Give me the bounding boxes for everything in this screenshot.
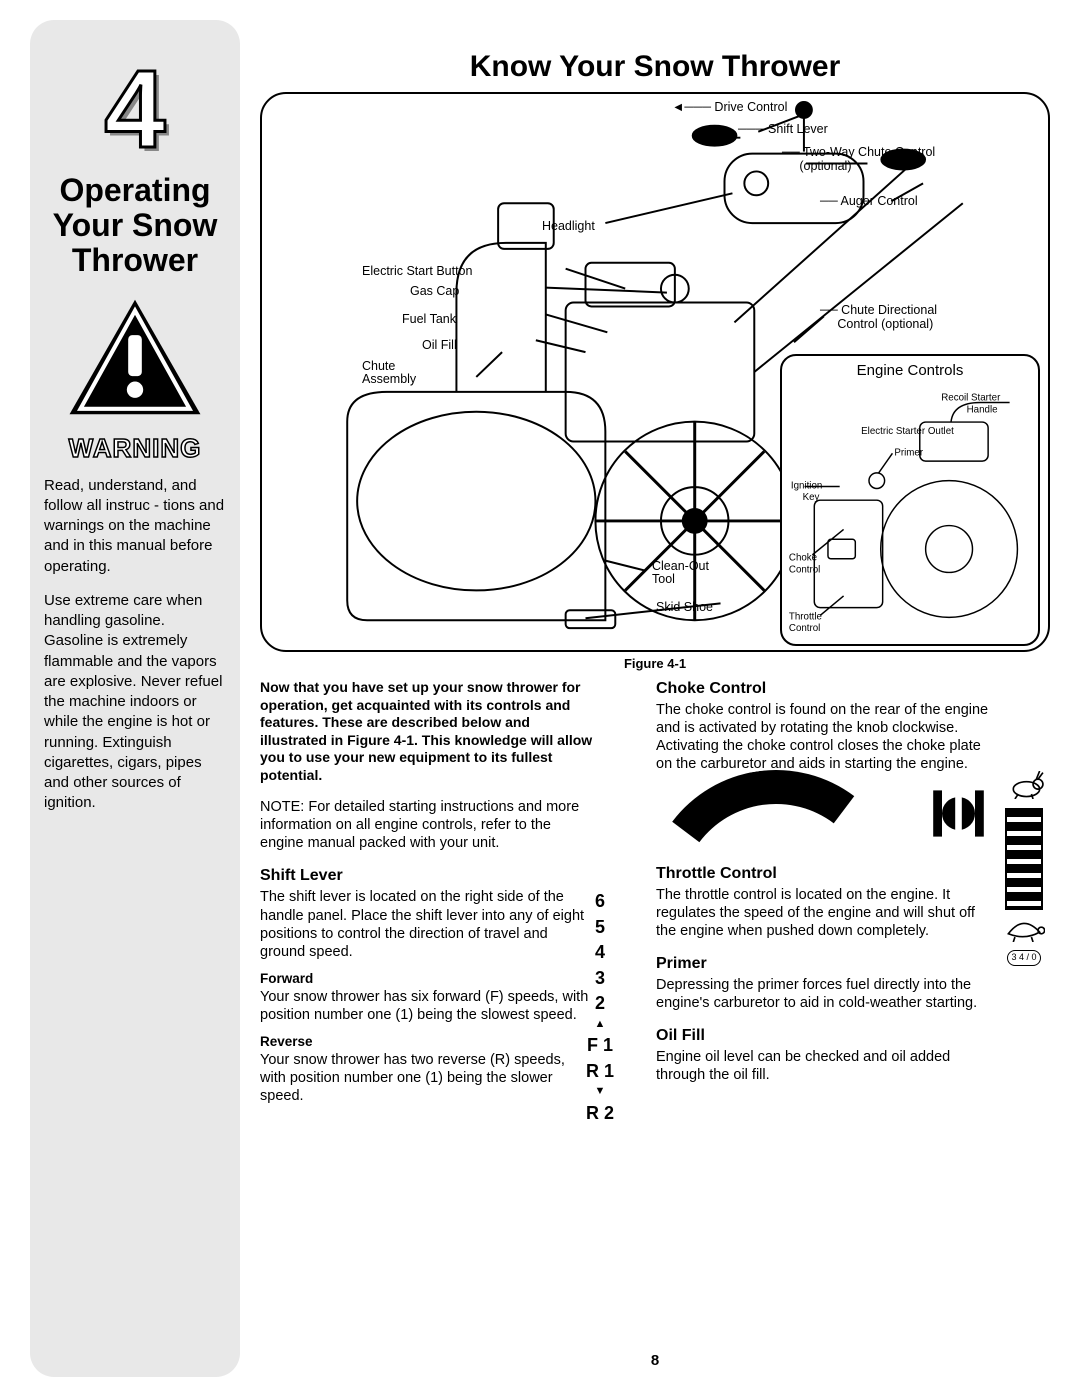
main-content: Know Your Snow Thrower	[260, 20, 1050, 1377]
label-headlight: Headlight	[542, 219, 595, 233]
forward-heading: Forward	[260, 971, 594, 988]
label-gas-cap: Gas Cap	[410, 284, 459, 298]
page-number: 8	[651, 1352, 659, 1369]
label-electric-start: Electric Start Button	[362, 264, 472, 278]
svg-text:Choke: Choke	[789, 553, 817, 564]
intro-paragraph: Now that you have set up your snow throw…	[260, 679, 594, 784]
shift-pos-r2: R 2	[580, 1102, 620, 1125]
label-shift-lever: ─── Shift Lever	[738, 122, 828, 136]
right-column: Choke Control The choke control is found…	[656, 679, 1050, 1105]
body-columns: Now that you have set up your snow throw…	[260, 679, 1050, 1105]
warning-label: WARNING	[44, 431, 226, 466]
sidebar: 4 Operating Your Snow Thrower WARNING Re…	[30, 20, 240, 1377]
label-auger-control: ── Auger Control	[820, 194, 918, 208]
label-drive-control: ◄─── Drive Control	[672, 100, 787, 114]
main-title: Know Your Snow Thrower	[260, 50, 1050, 84]
shift-pos-3: 3	[580, 967, 620, 990]
svg-text:Control: Control	[789, 623, 820, 633]
throttle-scale-bars	[1005, 808, 1043, 910]
shift-lever-heading: Shift Lever	[260, 866, 594, 886]
shift-pos-6: 6	[580, 890, 620, 913]
label-auger-control-text: Auger Control	[841, 194, 918, 208]
label-oil-fill: Oil Fill	[422, 338, 457, 352]
rabbit-icon	[1003, 771, 1045, 799]
label-chute-assembly: ChuteAssembly	[362, 360, 416, 386]
warning-triangle-icon	[65, 297, 205, 417]
shift-pos-f1: F 1	[580, 1034, 620, 1057]
oilfill-heading: Oil Fill	[656, 1026, 990, 1046]
svg-text:Handle: Handle	[967, 404, 998, 415]
reverse-heading: Reverse	[260, 1034, 594, 1051]
label-drive-control-text: Drive Control	[714, 100, 787, 114]
page-root: 4 Operating Your Snow Thrower WARNING Re…	[30, 20, 1050, 1377]
sidebar-title: Operating Your Snow Thrower	[44, 173, 226, 279]
figure-caption: Figure 4-1	[260, 656, 1050, 671]
oil-scale-label: 3 4 / 0	[1007, 950, 1040, 965]
svg-text:Recoil Starter: Recoil Starter	[941, 393, 1001, 404]
svg-text:Primer: Primer	[894, 447, 923, 458]
engine-controls-inset: Engine Controls	[780, 354, 1040, 646]
left-column: Now that you have set up your snow throw…	[260, 679, 638, 1105]
up-arrow-icon: ▲	[580, 1018, 620, 1032]
svg-text:Throttle: Throttle	[789, 611, 822, 622]
chapter-number: 4	[44, 60, 226, 159]
shift-pos-5: 5	[580, 916, 620, 939]
shift-pos-r1: R 1	[580, 1060, 620, 1083]
label-twoway-chute: ── Two-Way Chute Control (optional)	[782, 146, 935, 174]
shift-pos-2: 2	[580, 992, 620, 1015]
down-arrow-icon: ▼	[580, 1085, 620, 1099]
choke-heading: Choke Control	[656, 679, 990, 699]
forward-text: Your snow thrower has six forward (F) sp…	[260, 988, 594, 1024]
label-fuel-tank: Fuel Tank	[402, 312, 456, 326]
throttle-scale-graphic: 3 4 / 0	[994, 771, 1054, 966]
note-paragraph: NOTE: For detailed starting instructions…	[260, 798, 594, 852]
svg-text:Ignition: Ignition	[791, 480, 822, 491]
svg-text:Electric Starter Outlet: Electric Starter Outlet	[861, 426, 954, 437]
reverse-text: Your snow thrower has two reverse (R) sp…	[260, 1051, 594, 1105]
sidebar-para-2: Use extreme care when handling gasoline.…	[44, 591, 226, 814]
label-shift-lever-text: Shift Lever	[768, 122, 828, 136]
shift-positions-panel: 6 5 4 3 2 ▲ F 1 R 1 ▼ R 2	[580, 887, 620, 1128]
svg-text:Control: Control	[789, 564, 820, 575]
shift-lever-text: The shift lever is located on the right …	[260, 888, 594, 961]
label-cleanout-tool: Clean-OutTool	[652, 560, 709, 586]
choke-knob-icon	[931, 786, 986, 841]
engine-controls-title: Engine Controls	[782, 362, 1038, 379]
choke-text: The choke control is found on the rear o…	[656, 701, 990, 774]
figure-4-1: Headlight Electric Start Button Gas Cap …	[260, 92, 1050, 652]
turtle-icon	[1003, 914, 1045, 942]
label-chute-directional: ── Chute Directional Control (optional)	[820, 304, 937, 332]
choke-graphic	[656, 780, 990, 850]
engine-controls-illustration: Recoil Starter Handle Electric Starter O…	[782, 383, 1038, 633]
sidebar-para-1: Read, understand, and follow all instruc…	[44, 476, 226, 577]
label-skid-shoe: Skid Shoe	[656, 600, 713, 614]
oilfill-text: Engine oil level can be checked and oil …	[656, 1048, 990, 1084]
svg-text:Key: Key	[803, 492, 820, 503]
shift-pos-4: 4	[580, 941, 620, 964]
